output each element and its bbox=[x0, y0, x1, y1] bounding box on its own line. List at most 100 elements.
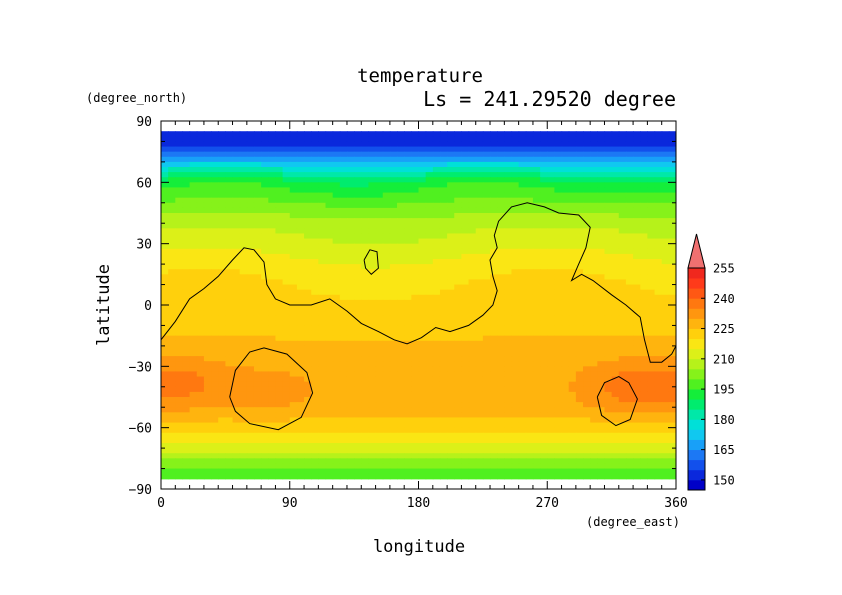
field-cell bbox=[618, 156, 627, 163]
field-cell bbox=[225, 335, 234, 342]
field-cell bbox=[597, 417, 606, 424]
field-cell bbox=[268, 177, 277, 183]
field-cell bbox=[561, 468, 570, 475]
field-cell bbox=[375, 167, 384, 173]
field-cell bbox=[382, 330, 391, 337]
field-cell bbox=[432, 228, 441, 235]
field-cell bbox=[354, 422, 362, 429]
field-cell bbox=[540, 458, 548, 465]
field-cell bbox=[296, 432, 305, 439]
field-cell bbox=[618, 264, 627, 270]
field-cell bbox=[661, 330, 670, 337]
field-cell bbox=[375, 417, 384, 424]
field-cell bbox=[175, 386, 184, 393]
field-cell bbox=[618, 141, 627, 148]
field-cell bbox=[668, 468, 676, 475]
field-cell bbox=[168, 443, 176, 449]
field-cell bbox=[439, 289, 448, 296]
field-cell bbox=[554, 437, 563, 444]
field-cell bbox=[568, 473, 577, 480]
field-cell bbox=[447, 264, 455, 270]
field-cell bbox=[497, 340, 505, 347]
field-cell bbox=[311, 177, 319, 183]
field-cell bbox=[640, 207, 648, 214]
field-cell bbox=[382, 274, 391, 281]
field-cell bbox=[175, 284, 184, 291]
field-cell bbox=[354, 274, 362, 281]
field-cell bbox=[196, 156, 205, 163]
field-cell bbox=[625, 233, 634, 240]
field-cell bbox=[196, 320, 205, 327]
field-cell bbox=[253, 437, 262, 444]
field-cell bbox=[661, 437, 670, 444]
field-cell bbox=[382, 381, 391, 388]
field-cell bbox=[382, 248, 391, 255]
field-cell bbox=[161, 299, 169, 306]
field-cell bbox=[261, 412, 269, 419]
field-cell bbox=[583, 248, 591, 255]
field-cell bbox=[175, 167, 184, 173]
field-cell bbox=[611, 381, 620, 388]
field-cell bbox=[661, 289, 670, 296]
field-cell bbox=[640, 223, 648, 229]
field-cell bbox=[304, 432, 312, 439]
field-cell bbox=[504, 243, 513, 250]
field-cell bbox=[568, 427, 577, 434]
field-cell bbox=[547, 141, 555, 148]
field-cell bbox=[640, 407, 648, 413]
field-cell bbox=[518, 151, 527, 158]
field-cell bbox=[668, 412, 676, 419]
field-cell bbox=[325, 156, 334, 163]
field-cell bbox=[232, 197, 241, 204]
field-cell bbox=[339, 223, 348, 229]
field-cell bbox=[647, 146, 656, 153]
field-cell bbox=[354, 213, 362, 219]
field-cell bbox=[540, 182, 548, 189]
field-cell bbox=[196, 325, 205, 332]
field-cell bbox=[482, 233, 491, 240]
field-cell bbox=[354, 167, 362, 173]
field-cell bbox=[618, 233, 627, 240]
field-cell bbox=[482, 376, 491, 383]
field-cell bbox=[239, 187, 248, 194]
field-cell bbox=[268, 422, 277, 429]
field-cell bbox=[454, 412, 463, 419]
field-cell bbox=[518, 330, 527, 337]
field-cell bbox=[661, 351, 670, 357]
field-cell bbox=[382, 207, 391, 214]
field-cell bbox=[447, 243, 455, 250]
field-cell bbox=[554, 243, 563, 250]
field-cell bbox=[203, 218, 212, 224]
field-cell bbox=[575, 146, 584, 153]
field-cell bbox=[168, 448, 176, 454]
field-cell bbox=[532, 182, 541, 189]
field-cell bbox=[611, 197, 620, 204]
field-cell bbox=[311, 243, 319, 250]
field-cell bbox=[511, 141, 520, 148]
field-cell bbox=[604, 156, 613, 163]
field-cell bbox=[461, 391, 470, 398]
field-cell bbox=[346, 320, 355, 327]
field-cell bbox=[561, 243, 570, 250]
field-cell bbox=[203, 131, 212, 137]
field-cell bbox=[275, 228, 284, 235]
field-cell bbox=[239, 453, 248, 459]
field-cell bbox=[604, 356, 613, 362]
field-cell bbox=[468, 453, 477, 459]
field-cell bbox=[504, 453, 513, 459]
field-cell bbox=[218, 320, 226, 327]
field-cell bbox=[611, 207, 620, 214]
field-cell bbox=[253, 207, 262, 214]
field-cell bbox=[311, 463, 319, 470]
field-cell bbox=[196, 223, 205, 229]
field-cell bbox=[547, 161, 555, 168]
field-cell bbox=[168, 187, 176, 194]
field-cell bbox=[475, 259, 484, 265]
field-cell bbox=[468, 136, 477, 143]
field-cell bbox=[289, 443, 298, 449]
field-cell bbox=[168, 417, 176, 424]
field-cell bbox=[239, 182, 248, 189]
field-cell bbox=[490, 274, 498, 281]
field-cell bbox=[640, 448, 648, 454]
field-cell bbox=[661, 131, 670, 137]
